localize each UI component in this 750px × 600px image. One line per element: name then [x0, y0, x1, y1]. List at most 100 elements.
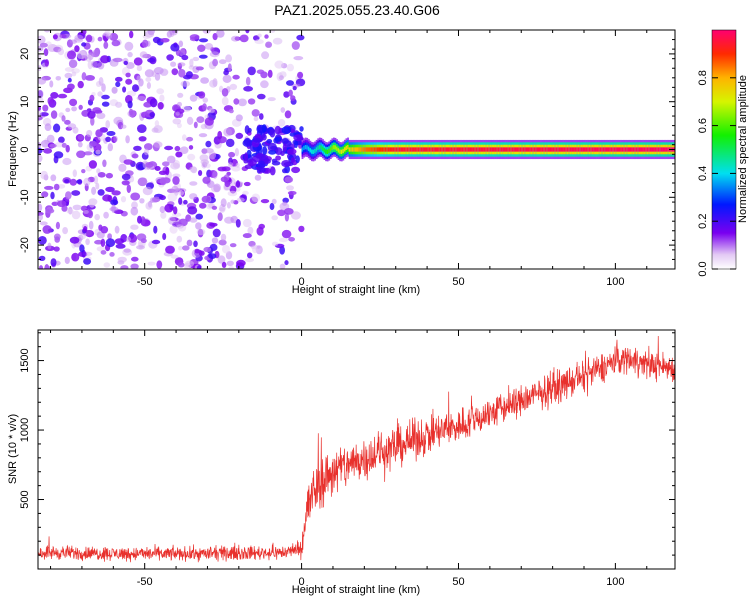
noise-blob	[220, 233, 227, 242]
noise-blob	[107, 233, 112, 240]
noise-blob	[39, 112, 49, 117]
signal-band-segment	[640, 147, 643, 152]
noise-blob	[178, 197, 183, 205]
noise-blob	[103, 211, 109, 219]
noise-blob	[120, 265, 129, 269]
noise-blob	[69, 39, 77, 44]
noise-blob	[282, 168, 288, 174]
noise-blob	[156, 260, 163, 269]
noise-blob	[115, 243, 126, 249]
signal-band-segment	[584, 147, 586, 152]
noise-blob	[115, 76, 123, 82]
signal-band-segment	[453, 147, 456, 152]
noise-blob	[236, 197, 245, 203]
signal-band-segment	[585, 147, 588, 152]
noise-blob	[245, 76, 251, 86]
signal-band-segment	[511, 147, 514, 152]
snr-xtick-label: 50	[452, 576, 464, 588]
noise-blob	[97, 189, 105, 196]
noise-blob	[186, 239, 193, 247]
noise-blob	[106, 131, 116, 136]
figure-title: PAZ1.2025.055.23.40.G06	[274, 2, 440, 18]
noise-blob	[77, 141, 83, 148]
spectrogram-xtick-label: 50	[452, 276, 464, 288]
noise-blob	[125, 135, 130, 144]
noise-blob	[204, 117, 214, 126]
signal-band-segment	[332, 144, 335, 150]
signal-band-segment	[591, 147, 594, 152]
noise-blob	[198, 170, 203, 176]
noise-blob	[256, 69, 265, 75]
noise-blob	[45, 208, 55, 214]
noise-blob	[290, 95, 296, 102]
noise-blob	[251, 193, 261, 203]
noise-blob	[44, 185, 54, 190]
noise-blob	[64, 119, 71, 125]
signal-band-segment	[632, 147, 635, 152]
noise-blob	[93, 175, 99, 185]
noise-blob	[95, 129, 103, 138]
noise-blob	[299, 126, 304, 132]
noise-blob	[228, 162, 234, 168]
noise-blob	[202, 97, 209, 103]
noise-blob	[127, 100, 133, 109]
noise-blob	[189, 166, 197, 172]
noise-blob	[247, 66, 256, 76]
signal-band-segment	[480, 147, 483, 152]
noise-blob	[57, 200, 67, 208]
noise-blob	[105, 186, 115, 193]
signal-band-segment	[576, 147, 579, 152]
noise-blob	[71, 106, 77, 112]
signal-band-segment	[609, 147, 611, 152]
noise-blob	[261, 51, 270, 60]
noise-blob	[221, 261, 227, 268]
signal-band-segment	[541, 147, 544, 152]
noise-blob	[199, 202, 207, 209]
signal-band-segment	[560, 147, 563, 152]
signal-band-segment	[301, 147, 304, 152]
signal-band-segment	[631, 147, 633, 152]
noise-blob	[286, 63, 294, 72]
noise-blob	[203, 246, 212, 253]
signal-band-segment	[455, 147, 458, 152]
noise-blob	[66, 208, 74, 214]
noise-blob	[198, 250, 205, 256]
signal-band-segment	[428, 147, 431, 152]
noise-blob	[237, 98, 247, 107]
signal-band-segment	[339, 149, 342, 154]
noise-blob	[50, 258, 57, 267]
signal-band-segment	[568, 147, 571, 152]
noise-blob	[281, 126, 292, 135]
noise-blob	[278, 237, 288, 243]
noise-blob	[197, 44, 206, 52]
noise-blob	[38, 255, 46, 261]
noise-blob	[151, 239, 161, 245]
signal-band-segment	[599, 147, 602, 152]
noise-blob	[153, 225, 158, 234]
noise-blob	[109, 252, 115, 257]
noise-blob	[271, 160, 281, 166]
noise-blob	[54, 236, 60, 243]
noise-blob	[178, 245, 183, 251]
noise-blob	[130, 263, 139, 269]
signal-band-segment	[461, 147, 464, 152]
noise-blob	[123, 60, 128, 66]
noise-blob	[291, 41, 300, 50]
noise-blob	[38, 265, 44, 269]
noise-blob	[97, 172, 106, 178]
noise-blob	[53, 183, 60, 191]
noise-blob	[145, 77, 152, 82]
noise-blob	[139, 51, 148, 59]
signal-band-segment	[502, 147, 505, 152]
signal-band-segment	[602, 147, 605, 152]
noise-blob	[243, 181, 251, 187]
signal-band-segment	[422, 147, 425, 152]
signal-band-segment	[601, 147, 604, 152]
noise-blob	[284, 260, 289, 266]
signal-band-segment	[571, 147, 574, 152]
noise-blob	[235, 114, 243, 122]
spectrogram-ytick-label: -20	[19, 237, 31, 253]
signal-band-segment	[477, 147, 480, 152]
noise-blob	[175, 111, 180, 116]
noise-blob	[38, 105, 41, 112]
